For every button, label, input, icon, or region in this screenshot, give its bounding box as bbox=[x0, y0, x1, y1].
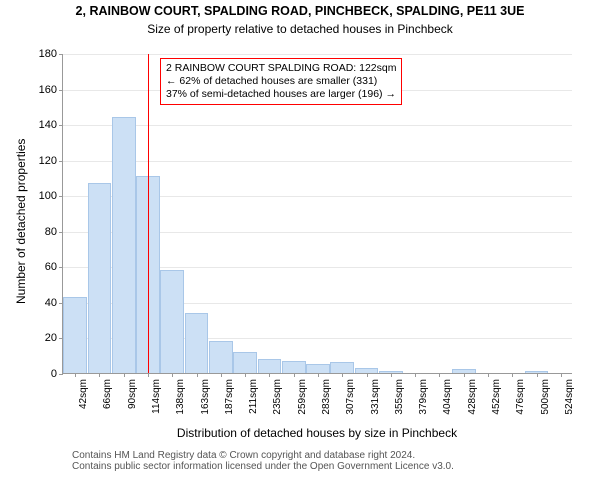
ytick-label: 180 bbox=[39, 48, 57, 60]
ytick-mark bbox=[59, 161, 63, 162]
xtick-mark bbox=[464, 373, 465, 377]
xtick-label: 524sqm bbox=[564, 379, 575, 415]
xtick-mark bbox=[172, 373, 173, 377]
xtick-label: 163sqm bbox=[200, 379, 211, 415]
xtick-label: 355sqm bbox=[394, 379, 405, 415]
ytick-mark bbox=[59, 125, 63, 126]
xtick-mark bbox=[197, 373, 198, 377]
xtick-label: 283sqm bbox=[321, 379, 332, 415]
xtick-label: 66sqm bbox=[102, 379, 113, 409]
histogram-bar bbox=[209, 341, 233, 373]
annotation-line: 2 RAINBOW COURT SPALDING ROAD: 122sqm bbox=[166, 62, 396, 75]
xtick-label: 404sqm bbox=[442, 379, 453, 415]
y-axis-label: Number of detached properties bbox=[14, 139, 28, 304]
chart-title: 2, RAINBOW COURT, SPALDING ROAD, PINCHBE… bbox=[0, 4, 600, 18]
ytick-mark bbox=[59, 232, 63, 233]
histogram-bar bbox=[63, 297, 87, 373]
footer-line-1: Contains HM Land Registry data © Crown c… bbox=[72, 450, 454, 461]
ytick-label: 140 bbox=[39, 119, 57, 131]
xtick-mark bbox=[124, 373, 125, 377]
chart-subtitle: Size of property relative to detached ho… bbox=[0, 22, 600, 36]
xtick-mark bbox=[439, 373, 440, 377]
xtick-label: 452sqm bbox=[491, 379, 502, 415]
xtick-mark bbox=[318, 373, 319, 377]
xtick-label: 259sqm bbox=[297, 379, 308, 415]
ytick-label: 60 bbox=[45, 261, 57, 273]
ytick-mark bbox=[59, 54, 63, 55]
xtick-mark bbox=[561, 373, 562, 377]
xtick-mark bbox=[367, 373, 368, 377]
ytick-label: 120 bbox=[39, 155, 57, 167]
xtick-label: 500sqm bbox=[540, 379, 551, 415]
xtick-mark bbox=[99, 373, 100, 377]
xtick-label: 476sqm bbox=[515, 379, 526, 415]
xtick-mark bbox=[269, 373, 270, 377]
xtick-label: 114sqm bbox=[151, 379, 162, 414]
histogram-bar bbox=[160, 270, 184, 373]
ytick-mark bbox=[59, 374, 63, 375]
gridline bbox=[63, 125, 572, 126]
xtick-mark bbox=[512, 373, 513, 377]
xtick-label: 90sqm bbox=[127, 379, 138, 409]
xtick-label: 331sqm bbox=[370, 379, 381, 415]
xtick-label: 307sqm bbox=[345, 379, 356, 415]
xtick-mark bbox=[415, 373, 416, 377]
xtick-label: 42sqm bbox=[78, 379, 89, 409]
xtick-label: 211sqm bbox=[248, 379, 259, 414]
gridline bbox=[63, 54, 572, 55]
xtick-label: 235sqm bbox=[272, 379, 283, 415]
ytick-mark bbox=[59, 90, 63, 91]
xtick-mark bbox=[537, 373, 538, 377]
xtick-mark bbox=[221, 373, 222, 377]
footer-attribution: Contains HM Land Registry data © Crown c… bbox=[72, 450, 454, 472]
histogram-bar bbox=[185, 313, 209, 373]
ytick-label: 40 bbox=[45, 297, 57, 309]
property-marker-line bbox=[148, 54, 149, 373]
xtick-label: 428sqm bbox=[467, 379, 478, 415]
histogram-bar bbox=[258, 359, 282, 373]
xtick-mark bbox=[488, 373, 489, 377]
xtick-mark bbox=[391, 373, 392, 377]
ytick-label: 0 bbox=[51, 368, 57, 380]
annotation-line: ← 62% of detached houses are smaller (33… bbox=[166, 75, 396, 88]
ytick-mark bbox=[59, 267, 63, 268]
ytick-mark bbox=[59, 196, 63, 197]
xtick-mark bbox=[148, 373, 149, 377]
xtick-mark bbox=[75, 373, 76, 377]
histogram-bar bbox=[88, 183, 112, 373]
plot-area: 02040608010012014016018042sqm66sqm90sqm1… bbox=[62, 54, 572, 374]
ytick-label: 80 bbox=[45, 226, 57, 238]
ytick-label: 20 bbox=[45, 332, 57, 344]
ytick-label: 100 bbox=[39, 190, 57, 202]
footer-line-2: Contains public sector information licen… bbox=[72, 461, 454, 472]
histogram-bar bbox=[282, 361, 306, 373]
histogram-bar bbox=[306, 364, 330, 373]
x-axis-label: Distribution of detached houses by size … bbox=[62, 426, 572, 440]
xtick-label: 187sqm bbox=[224, 379, 235, 415]
ytick-label: 160 bbox=[39, 84, 57, 96]
xtick-mark bbox=[294, 373, 295, 377]
histogram-bar bbox=[112, 117, 136, 373]
histogram-bar bbox=[233, 352, 257, 373]
xtick-mark bbox=[245, 373, 246, 377]
annotation-line: 37% of semi-detached houses are larger (… bbox=[166, 88, 396, 101]
xtick-label: 379sqm bbox=[418, 379, 429, 415]
annotation-box: 2 RAINBOW COURT SPALDING ROAD: 122sqm← 6… bbox=[160, 58, 402, 105]
xtick-label: 138sqm bbox=[175, 379, 186, 415]
xtick-mark bbox=[342, 373, 343, 377]
gridline bbox=[63, 161, 572, 162]
histogram-bar bbox=[330, 362, 354, 373]
